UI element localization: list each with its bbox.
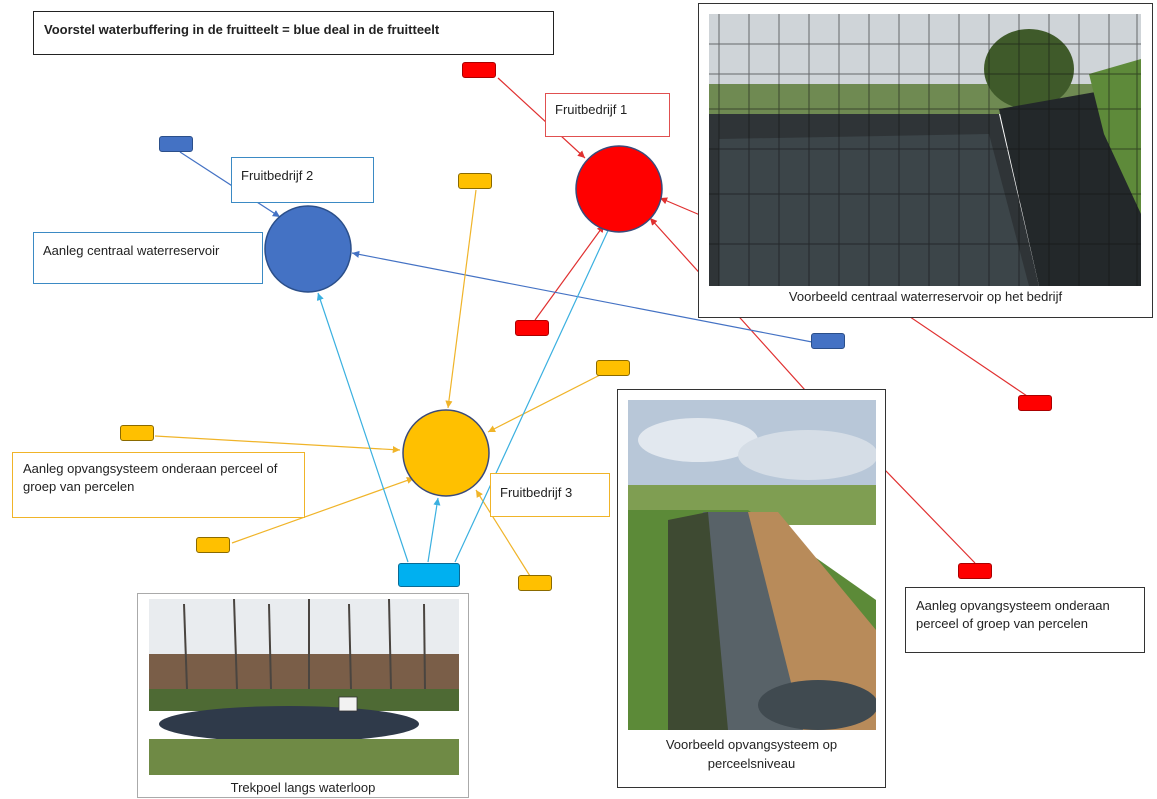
fruitbedrijf2-node — [264, 205, 352, 293]
label-fruitbedrijf3: Fruitbedrijf 3 — [490, 473, 610, 517]
label-fruitbedrijf2: Fruitbedrijf 2 — [231, 157, 374, 203]
yellow-tag — [120, 425, 154, 441]
yellow-tag — [458, 173, 492, 189]
blue-tag — [811, 333, 845, 349]
label-opvangsysteem-right: Aanleg opvangsysteem onderaan perceel of… — [905, 587, 1145, 653]
label-fruitbedrijf1: Fruitbedrijf 1 — [545, 93, 670, 137]
fruitbedrijf3-node — [402, 409, 490, 497]
page-title: Voorstel waterbuffering in de fruitteelt… — [33, 11, 554, 55]
opvang-caption: Voorbeeld opvangsysteem op perceelsnivea… — [665, 737, 838, 771]
trekpoel-photo-frame: Trekpoel langs waterloop — [137, 593, 469, 798]
opvang-photo — [628, 400, 876, 730]
red-tag — [515, 320, 549, 336]
reservoir-photo — [709, 14, 1141, 286]
yellow-tag — [596, 360, 630, 376]
red-tag — [958, 563, 992, 579]
yellow-tag — [196, 537, 230, 553]
label-opvangsysteem-left: Aanleg opvangsysteem onderaan perceel of… — [12, 452, 305, 518]
opvang-photo-frame: Voorbeeld opvangsysteem op perceelsnivea… — [617, 389, 886, 788]
label-centraal-waterreservoir: Aanleg centraal waterreservoir — [33, 232, 263, 284]
yellow-tag — [518, 575, 552, 591]
trekpoel-caption: Trekpoel langs waterloop — [230, 780, 376, 795]
trekpoel-photo — [149, 599, 459, 775]
fruitbedrijf1-node — [575, 145, 663, 233]
red-tag — [1018, 395, 1052, 411]
blue-tag — [159, 136, 193, 152]
reservoir-caption: Voorbeeld centraal waterreservoir op het… — [788, 289, 1063, 304]
red-tag — [462, 62, 496, 78]
cyan-tag — [398, 563, 460, 587]
reservoir-photo-frame: Voorbeeld centraal waterreservoir op het… — [698, 3, 1153, 318]
